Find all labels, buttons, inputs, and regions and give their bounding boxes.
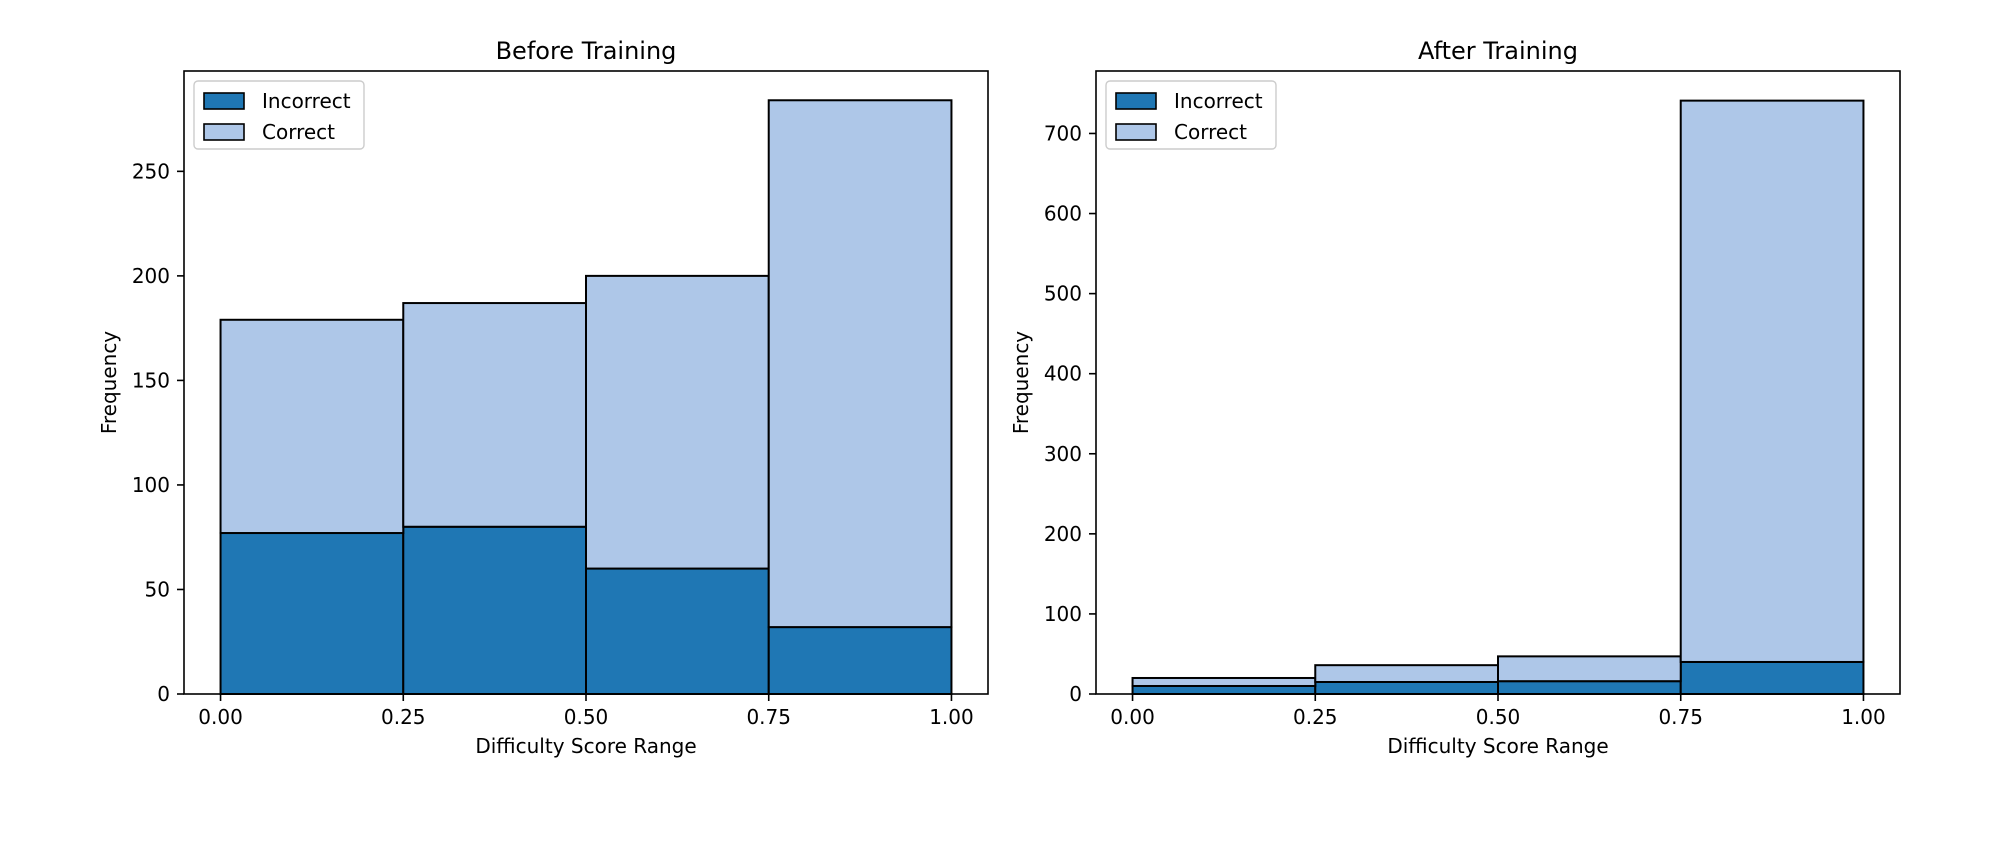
y-axis-label: Frequency bbox=[1009, 331, 1033, 434]
legend: Incorrect Correct bbox=[193, 80, 365, 150]
x-tick-label: 0.75 bbox=[746, 705, 791, 729]
bar-incorrect-1 bbox=[402, 525, 588, 695]
y-tick-label: 100 bbox=[1044, 602, 1082, 626]
x-tick-label: 0.00 bbox=[1110, 705, 1155, 729]
bar-correct-1 bbox=[402, 302, 588, 528]
bar-correct-1 bbox=[1314, 664, 1499, 683]
bar-incorrect-0 bbox=[219, 532, 405, 696]
x-tick-label: 0.00 bbox=[198, 705, 243, 729]
x-tick-label: 0.25 bbox=[1293, 705, 1338, 729]
bar-correct-2 bbox=[1497, 655, 1682, 683]
y-axis-label: Frequency bbox=[97, 331, 121, 434]
x-tick-label: 0.75 bbox=[1658, 705, 1703, 729]
x-tick-label: 0.50 bbox=[564, 705, 609, 729]
y-tick-label: 200 bbox=[132, 264, 170, 288]
legend-label-correct: Correct bbox=[1174, 120, 1247, 144]
bar-correct-3 bbox=[1679, 99, 1865, 663]
legend: Incorrect Correct bbox=[1105, 80, 1277, 150]
legend-swatch-correct bbox=[1115, 123, 1157, 141]
bar-incorrect-2 bbox=[1497, 680, 1682, 696]
x-tick-label: 1.00 bbox=[929, 705, 974, 729]
bar-incorrect-3 bbox=[767, 626, 953, 695]
y-tick-label: 50 bbox=[145, 577, 170, 601]
x-axis-label: Difficulty Score Range bbox=[475, 734, 696, 758]
y-tick-label: 200 bbox=[1044, 522, 1082, 546]
bar-correct-2 bbox=[585, 274, 770, 570]
legend-swatch-correct bbox=[203, 123, 245, 141]
y-tick-label: 600 bbox=[1044, 202, 1082, 226]
y-tick-label: 0 bbox=[1069, 682, 1082, 706]
legend-swatch-incorrect bbox=[1115, 92, 1157, 110]
y-tick-label: 500 bbox=[1044, 282, 1082, 306]
y-tick-label: 100 bbox=[132, 473, 170, 497]
y-tick-label: 300 bbox=[1044, 442, 1082, 466]
panel-after-training: 0.00 0.25 0.50 0.75 1.00 0 100 200 300 400 500 600 7… bbox=[1009, 37, 1901, 758]
chart-title: After Training bbox=[1418, 37, 1578, 65]
legend-label-incorrect: Incorrect bbox=[1174, 89, 1263, 113]
bar-correct-3 bbox=[767, 99, 953, 629]
y-tick-label: 0 bbox=[157, 682, 170, 706]
y-tick-label: 700 bbox=[1044, 121, 1082, 145]
bar-incorrect-1 bbox=[1314, 680, 1499, 695]
bar-incorrect-0 bbox=[1131, 684, 1317, 696]
x-tick-label: 0.25 bbox=[381, 705, 426, 729]
bar-correct-0 bbox=[219, 318, 405, 535]
x-tick-label: 1.00 bbox=[1841, 705, 1886, 729]
panel-before-training: 0.00 0.25 0.50 0.75 1.00 0 50 100 150 200 250 Befor… bbox=[97, 37, 989, 758]
y-tick-label: 250 bbox=[132, 159, 170, 183]
legend-label-incorrect: Incorrect bbox=[262, 89, 351, 113]
y-tick-label: 150 bbox=[132, 368, 170, 392]
y-tick-label: 400 bbox=[1044, 362, 1082, 386]
legend-label-correct: Correct bbox=[262, 120, 335, 144]
bar-incorrect-2 bbox=[585, 567, 770, 696]
chart-title: Before Training bbox=[496, 37, 677, 65]
x-tick-label: 0.50 bbox=[1476, 705, 1521, 729]
legend-swatch-incorrect bbox=[203, 92, 245, 110]
x-axis-label: Difficulty Score Range bbox=[1387, 734, 1608, 758]
bar-correct-0 bbox=[1131, 676, 1317, 687]
bar-incorrect-3 bbox=[1679, 660, 1865, 696]
